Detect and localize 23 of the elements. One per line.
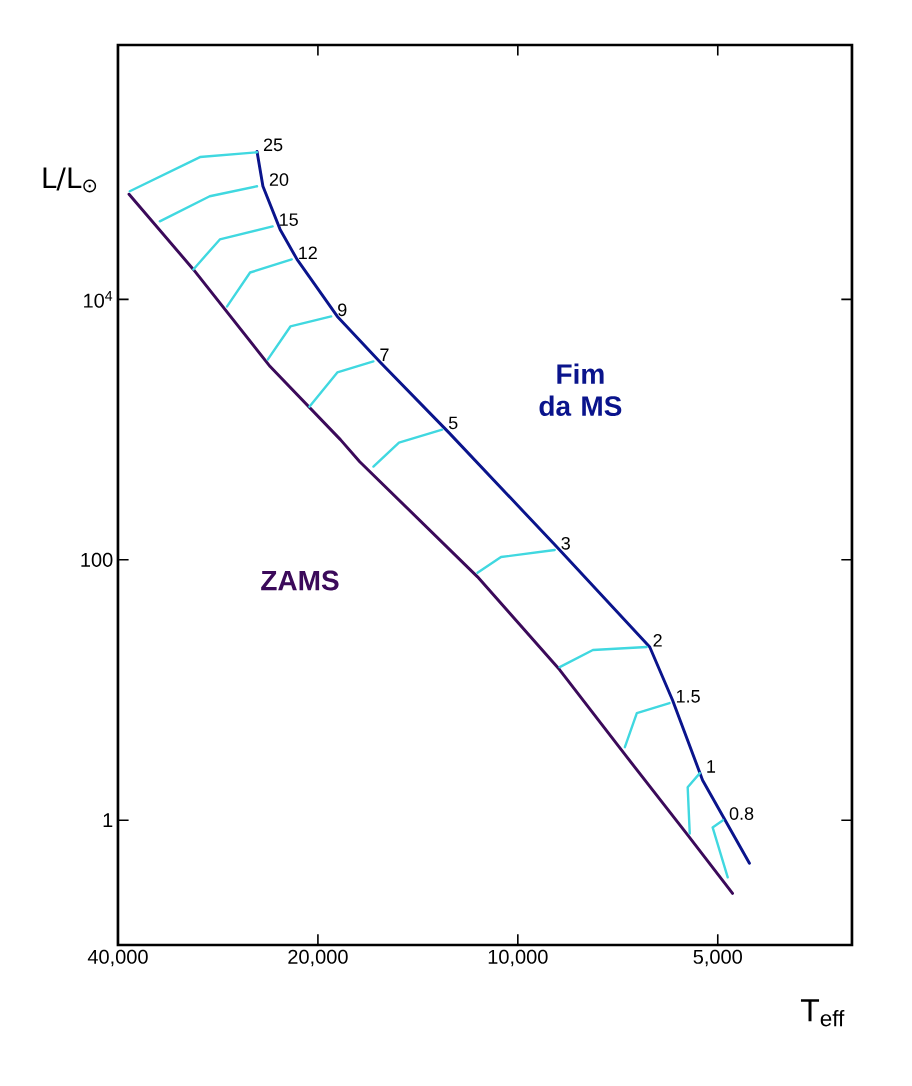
annotation: 5 bbox=[448, 416, 458, 430]
text: Fim da MS bbox=[539, 363, 622, 416]
annotation: 1 bbox=[707, 760, 716, 773]
annotation: 3 bbox=[561, 536, 570, 550]
annotation: 15 bbox=[280, 213, 298, 226]
annotation: 20 bbox=[269, 173, 289, 186]
x-tick-label: 20,000 bbox=[288, 949, 348, 967]
x-axis-title: T$_{eff}$ bbox=[800, 999, 845, 1027]
y-axis-title: L/L$_{⊙}$ bbox=[43, 167, 97, 193]
y-tick-label: 1 bbox=[103, 813, 113, 828]
annotation: 25 bbox=[263, 138, 283, 152]
annotation: 9 bbox=[338, 303, 347, 317]
text: ZAMS bbox=[261, 570, 339, 591]
x-tick-label: 5,000 bbox=[693, 949, 742, 967]
annotation: 0.8 bbox=[729, 807, 754, 820]
annotation: 2 bbox=[653, 634, 662, 647]
annotation: 1.5 bbox=[676, 690, 700, 703]
annotation: 7 bbox=[380, 348, 389, 361]
x-tick-label: 40,000 bbox=[87, 949, 148, 967]
annotation: 12 bbox=[299, 246, 317, 260]
y-tick-label: 100 bbox=[81, 552, 113, 567]
x-tick-label: 10,000 bbox=[488, 949, 548, 967]
y-tick-label: 10$^{4}$ bbox=[84, 291, 113, 308]
